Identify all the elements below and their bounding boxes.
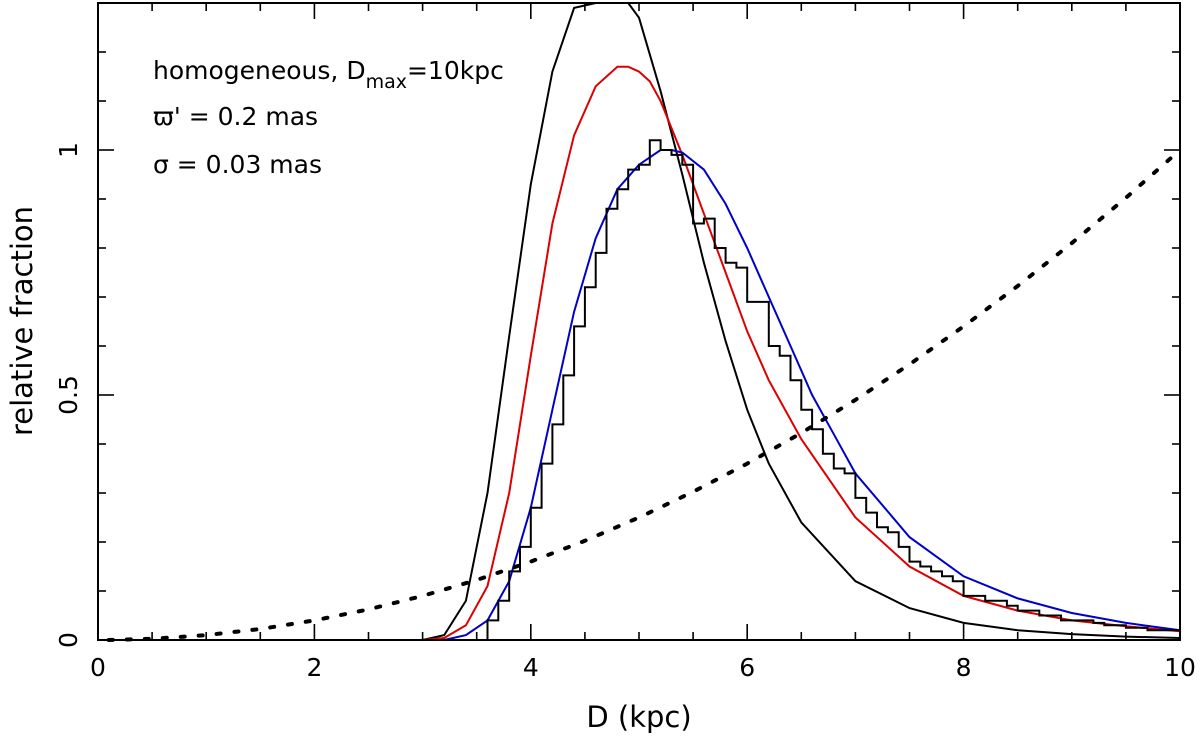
y-tick-label: 1 [54,142,83,158]
annotation-line-1: homogeneous, Dmax=10kpc [153,56,504,93]
x-tick-label: 8 [956,653,972,682]
blue-curve [98,149,1181,641]
y-tick-label: 0.5 [54,375,83,415]
plot-frame [97,2,1181,641]
y-axis-label: relative fraction [5,206,39,436]
red-curve [98,65,1181,641]
annotation-line-1-prefix: homogeneous, D [153,56,366,85]
x-tick-label: 0 [90,653,106,682]
annotation-line-3: σ = 0.03 mas [153,150,322,179]
x-tick-label: 10 [1164,653,1196,682]
annotation-line-1-suffix: =10kpc [407,56,504,85]
histogram [486,139,1181,640]
x-axis-label: D (kpc) [586,700,691,734]
x-tick-label: 2 [306,653,322,682]
black-curve [98,2,1181,641]
dotted-curve [106,148,1182,642]
x-tick-label: 4 [523,653,539,682]
y-tick-label: 0 [54,632,83,648]
series-layer [98,2,1182,642]
x-tick-label: 6 [739,653,755,682]
tick-layer: 0 2 4 6 8 10 0 0.5 1 [54,2,1196,682]
annotation-line-1-subscript: max [366,71,407,93]
annotation-line-2: ϖ' = 0.2 mas [153,102,318,131]
